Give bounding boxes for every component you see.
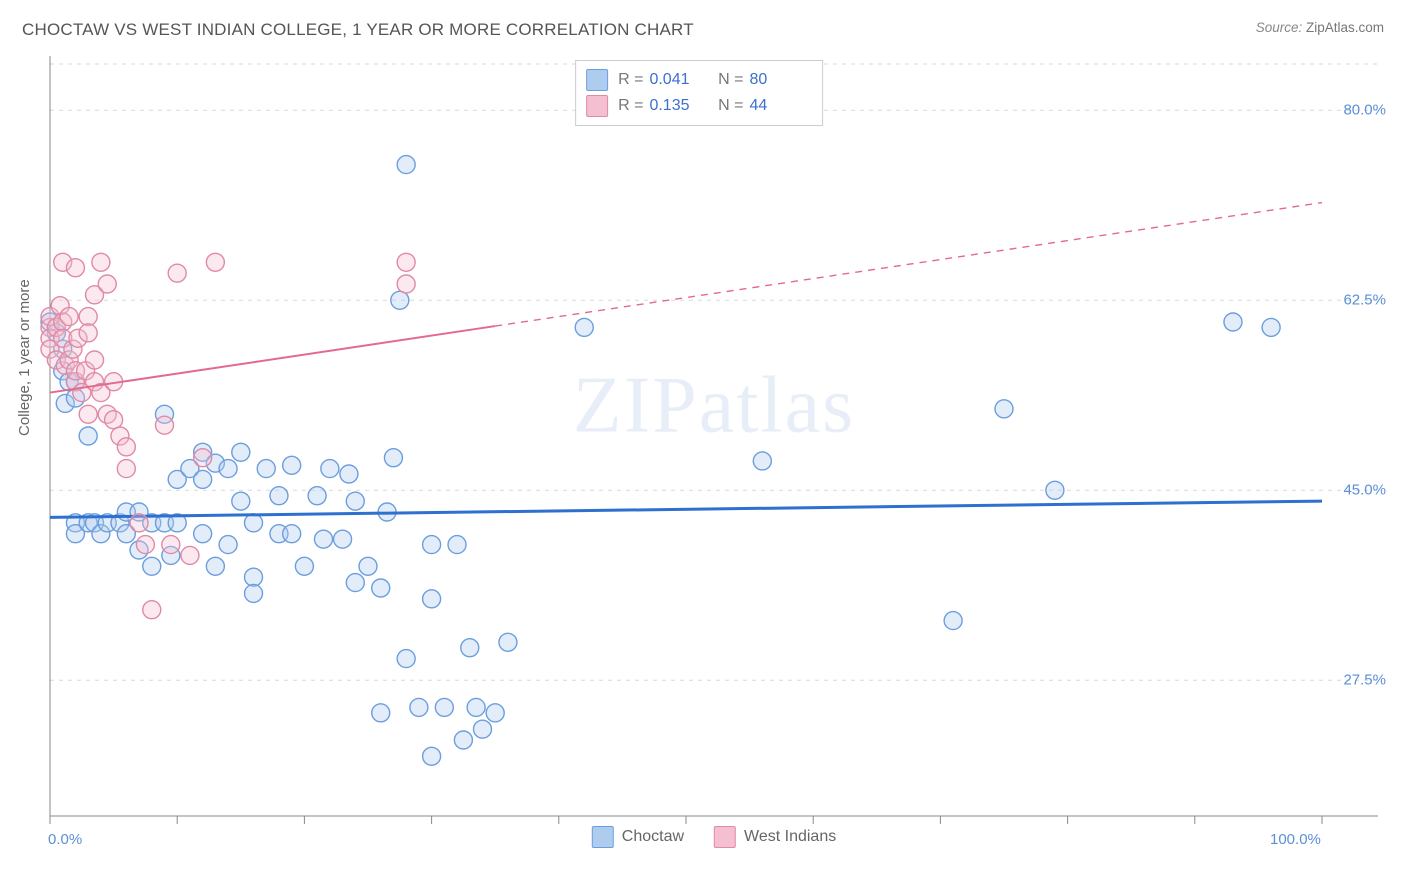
source-name: ZipAtlas.com [1306,20,1384,35]
y-tick-label: 62.5% [1343,292,1386,309]
x-tick-label: 0.0% [48,831,82,848]
series-legend-item: Choctaw [592,826,684,848]
legend-row: R = 0.041 N = 80 [586,67,808,93]
source-prefix: Source: [1256,20,1306,35]
legend-swatch [714,826,736,848]
legend-swatch [586,69,608,91]
series-legend-item: West Indians [714,826,836,848]
legend-swatch [592,826,614,848]
legend-swatch [586,95,608,117]
y-tick-label: 27.5% [1343,672,1386,689]
y-tick-label: 80.0% [1343,102,1386,119]
legend-r: R = 0.041 [618,71,708,89]
source-attribution: Source: ZipAtlas.com [1256,20,1384,35]
plot-area: College, 1 year or more ZIPatlas R = 0.0… [44,56,1384,816]
legend-row: R = 0.135 N = 44 [586,93,808,119]
legend-n: N = 80 [718,71,808,89]
legend-r: R = 0.135 [618,97,708,115]
legend-n: N = 44 [718,97,808,115]
y-tick-label: 45.0% [1343,482,1386,499]
series-legend-label: West Indians [744,828,836,846]
series-legend: Choctaw West Indians [592,826,836,848]
series-legend-label: Choctaw [622,828,684,846]
chart-header: CHOCTAW VS WEST INDIAN COLLEGE, 1 YEAR O… [22,20,1384,50]
chart-title: CHOCTAW VS WEST INDIAN COLLEGE, 1 YEAR O… [22,20,694,39]
correlation-legend: R = 0.041 N = 80 R = 0.135 N = 44 [575,60,823,126]
scatter-chart-svg [44,56,1384,816]
x-tick-label: 100.0% [1270,831,1321,848]
y-axis-label: College, 1 year or more [16,279,33,436]
